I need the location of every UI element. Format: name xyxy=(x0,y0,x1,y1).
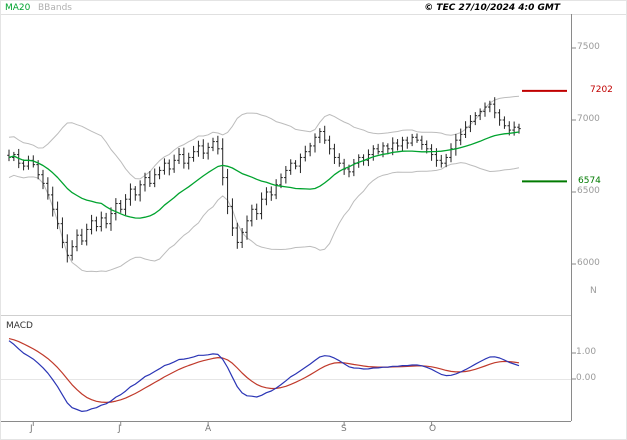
next-month-label: N xyxy=(590,286,597,296)
price-tick-7000: 7000 xyxy=(577,114,600,124)
copyright-text: © TEC 27/10/2024 4:0 GMT xyxy=(424,3,560,13)
month-label-oct: O xyxy=(429,424,437,434)
support-level-label: 6574 xyxy=(578,176,601,186)
month-label-jul: J xyxy=(118,424,121,434)
macd-tick-0: 0.00 xyxy=(576,373,597,383)
resistance-level-label: 7202 xyxy=(590,85,613,95)
month-label-jun: J xyxy=(30,424,33,434)
bbands-legend: BBands xyxy=(38,3,72,13)
price-tick-6000: 6000 xyxy=(577,258,600,268)
ma20-legend: MA20 xyxy=(5,3,31,13)
macd-legend: MACD xyxy=(6,321,33,331)
price-tick-6500: 6500 xyxy=(577,186,600,196)
price-tick-7500: 7500 xyxy=(577,42,600,52)
month-label-aug: A xyxy=(205,424,212,434)
month-label-sep: S xyxy=(341,424,347,434)
macd-tick-1: 1.00 xyxy=(576,347,597,357)
